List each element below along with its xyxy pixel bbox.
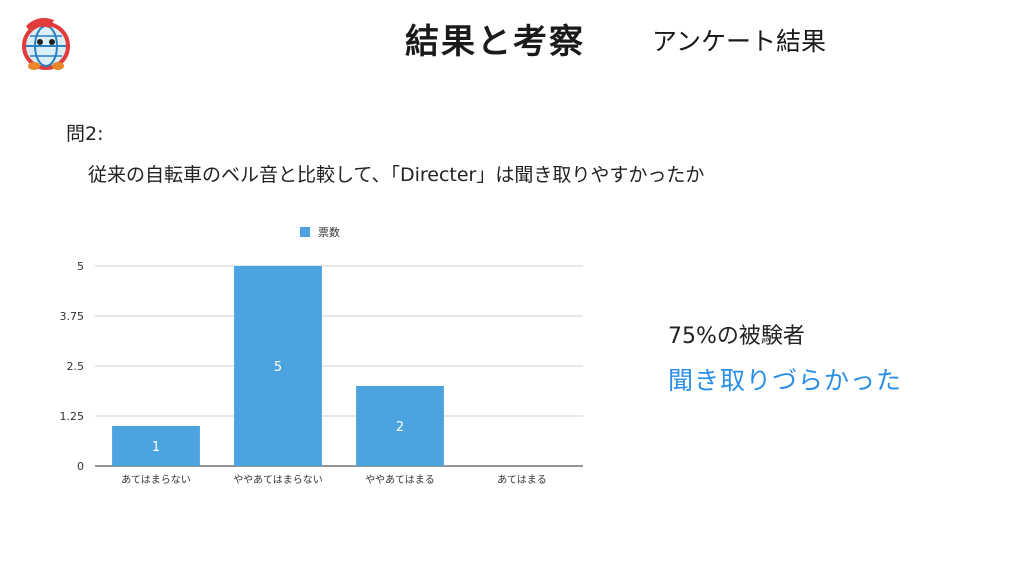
y-tick-label: 3.75: [60, 310, 85, 323]
legend-swatch: [300, 227, 310, 237]
bar: [112, 426, 200, 466]
legend-label: 票数: [318, 226, 340, 239]
page-title: 結果と考察: [405, 22, 585, 62]
x-category-label: あてはまらない: [121, 474, 191, 486]
bar: [356, 386, 444, 466]
question-number: 問2:: [66, 123, 104, 145]
y-tick-label: 2.5: [67, 360, 85, 373]
logo-mascot-icon: [12, 10, 76, 74]
bar-data-label: 5: [274, 360, 282, 375]
result-percent-text: 75%の被験者: [668, 324, 805, 349]
chart-legend: 票数: [300, 226, 340, 239]
bar-data-label: 2: [396, 420, 404, 435]
y-tick-label: 5: [77, 260, 84, 273]
bar: [234, 266, 322, 466]
x-category-label: あてはまる: [497, 474, 547, 486]
y-tick-label: 0: [77, 460, 84, 473]
x-category-label: ややあてはまらない: [233, 474, 323, 486]
y-tick-label: 1.25: [60, 410, 85, 423]
bar-data-label: 1: [152, 440, 160, 455]
page-subtitle: アンケート結果: [652, 27, 827, 56]
x-category-label: ややあてはまる: [365, 474, 435, 486]
result-highlight-text: 聞き取りづらかった: [668, 366, 903, 395]
question-text: 従来の自転車のベル音と比較して、「Directer」は聞き取りやすかったか: [88, 164, 705, 186]
bar-chart: 票数 0 1.25 2.5 3.75 5 1 5 2 あてはまらない ややあてはまらない ややあ…: [60, 226, 583, 486]
